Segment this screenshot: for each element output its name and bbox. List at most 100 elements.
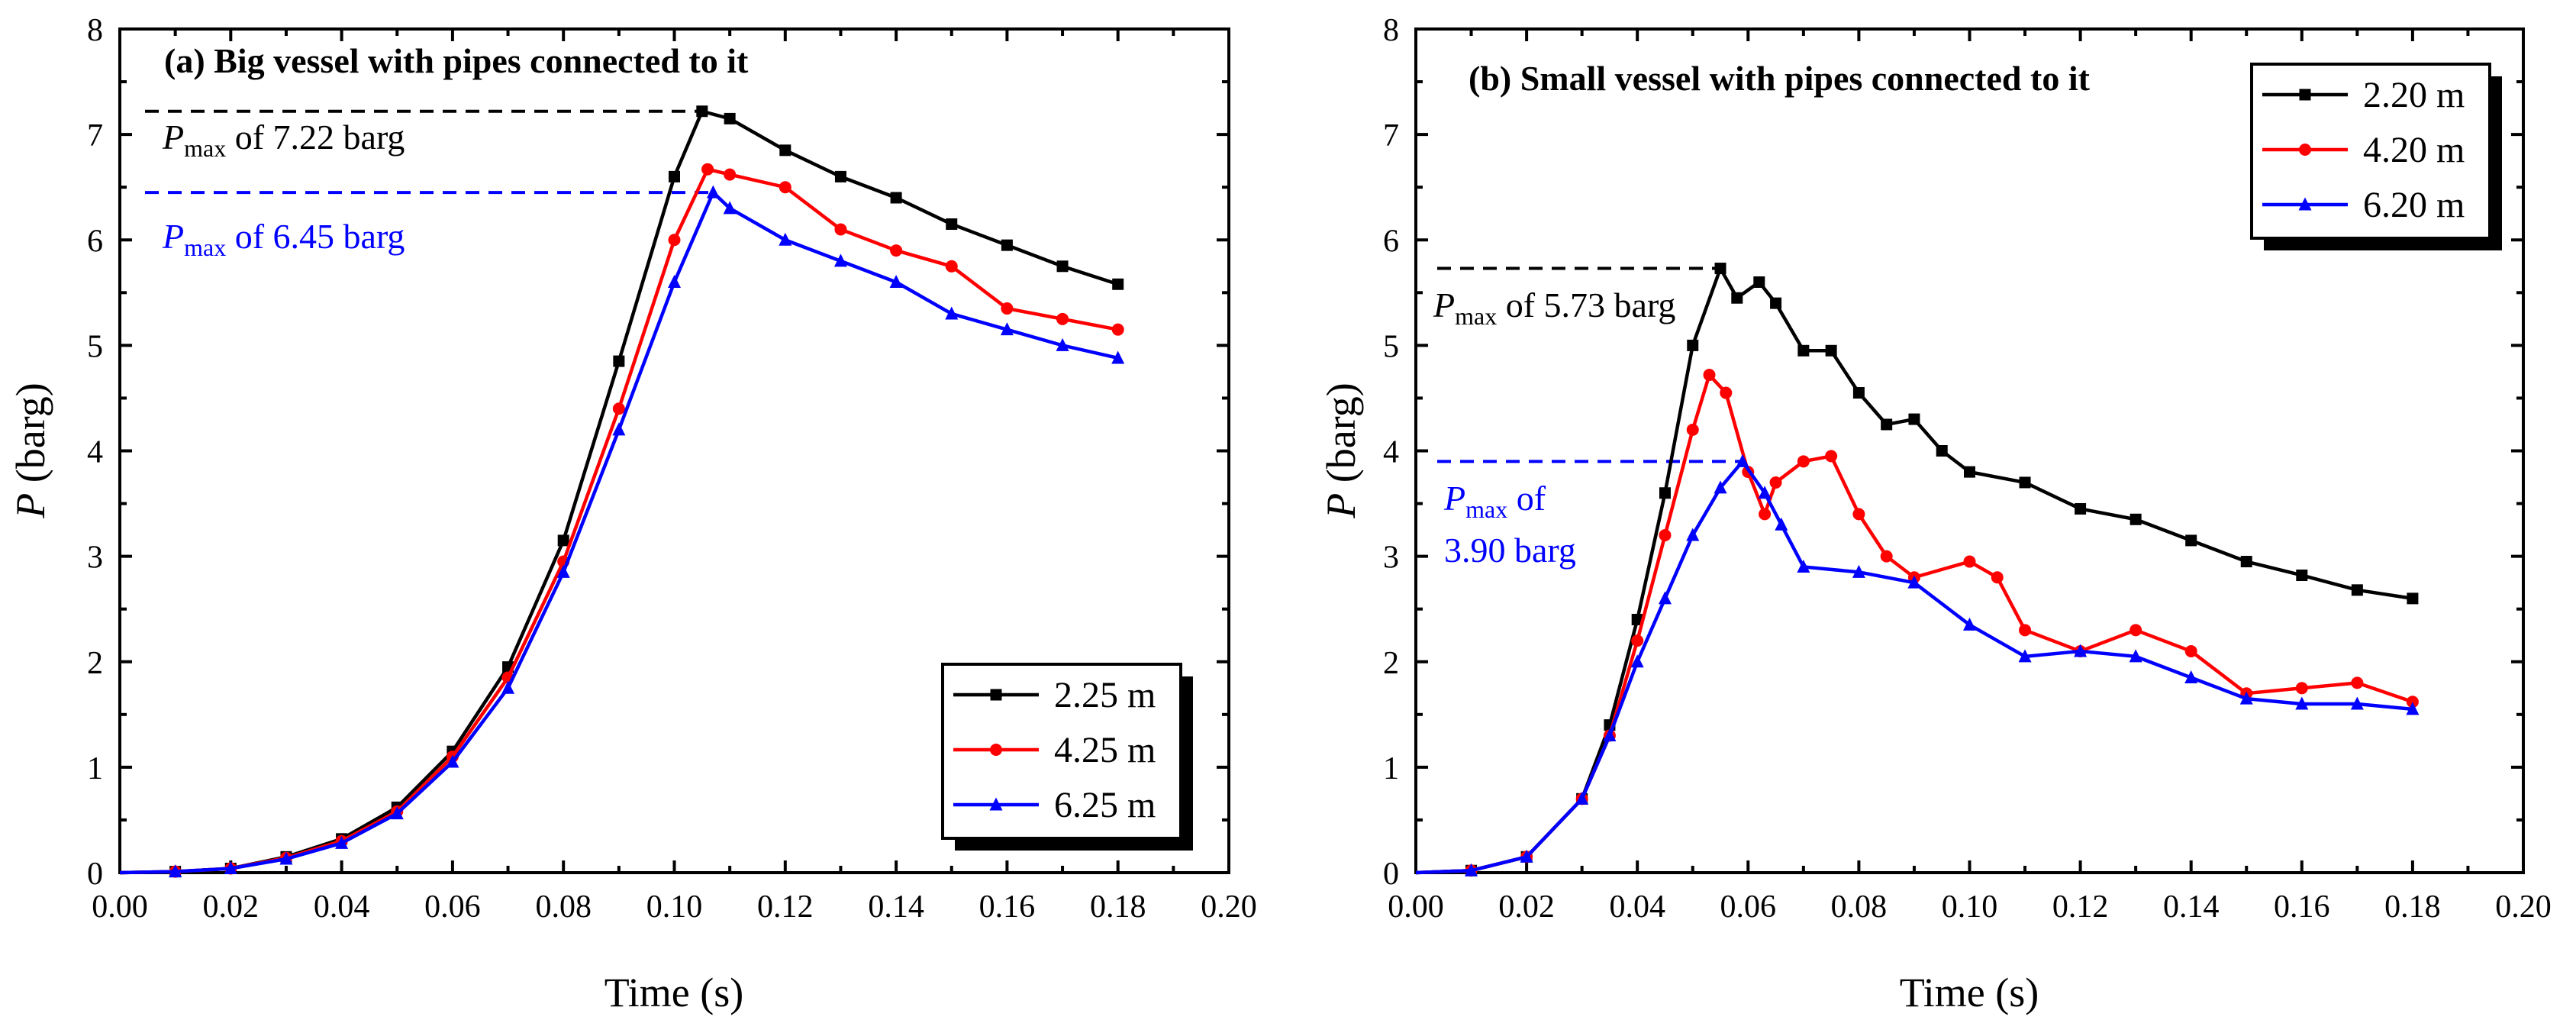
series-6.25m bbox=[119, 185, 1125, 878]
x-tick-label: 0.00 bbox=[92, 889, 148, 925]
series-line bbox=[1415, 373, 2413, 875]
data-point bbox=[2407, 592, 2419, 605]
x-tick-label: 0.00 bbox=[1388, 889, 1444, 925]
data-point bbox=[2129, 624, 2142, 637]
y-tick-label: 7 bbox=[87, 118, 103, 153]
data-point bbox=[1687, 339, 1699, 351]
data-point bbox=[2075, 502, 2087, 515]
data-point bbox=[946, 218, 958, 231]
y-tick-label: 6 bbox=[87, 224, 103, 259]
data-point bbox=[701, 163, 714, 176]
data-point bbox=[945, 306, 959, 320]
data-point bbox=[1465, 863, 1478, 876]
data-point bbox=[279, 851, 293, 865]
data-point bbox=[834, 170, 846, 182]
data-point bbox=[2074, 644, 2088, 657]
data-point bbox=[1753, 276, 1765, 288]
data-point bbox=[889, 275, 903, 288]
chart-panel-1: 0.00 0.02 0.04 0.06 0.08 0.10 0.12 0.14 0.16 0.18… bbox=[1318, 13, 2552, 1015]
x-tick-label: 0.18 bbox=[2384, 889, 2441, 925]
chart-title: (a) Big vessel with pipes connected to i… bbox=[164, 41, 749, 80]
x-tick-label: 0.14 bbox=[2163, 889, 2220, 925]
data-point bbox=[446, 754, 459, 768]
data-point bbox=[1056, 260, 1069, 273]
y-tick-label: 7 bbox=[1383, 118, 1399, 153]
x-tick-label: 0.20 bbox=[1201, 889, 1257, 925]
data-point bbox=[669, 170, 680, 182]
x-axis-title: Time (s) bbox=[605, 970, 744, 1015]
legend-label: 4.25 m bbox=[1054, 730, 1156, 770]
data-point bbox=[2406, 696, 2419, 709]
legend-label: 4.20 m bbox=[2363, 130, 2465, 170]
data-point bbox=[833, 253, 847, 267]
x-tick-label: 0.02 bbox=[1498, 889, 1555, 925]
data-point bbox=[1001, 302, 1014, 315]
y-axis-title-var: P bbox=[1318, 493, 1364, 519]
data-point bbox=[779, 232, 792, 246]
data-point bbox=[1703, 369, 1716, 382]
data-point bbox=[1991, 571, 2004, 584]
data-point bbox=[335, 835, 349, 849]
data-point bbox=[1825, 344, 1837, 357]
data-point bbox=[1769, 476, 1782, 489]
x-tick-label: 0.18 bbox=[1090, 889, 1146, 925]
series-line bbox=[1415, 460, 2413, 875]
x-tick-label: 0.06 bbox=[1720, 889, 1777, 925]
x-tick-label: 0.20 bbox=[2495, 889, 2552, 925]
data-point bbox=[2185, 534, 2197, 547]
y-tick-label: 3 bbox=[1383, 541, 1399, 576]
pmax-annotation: Pmax of bbox=[1443, 479, 1546, 523]
data-point bbox=[501, 680, 515, 694]
y-tick-label: 0 bbox=[87, 857, 103, 892]
x-tick-label: 0.08 bbox=[535, 889, 592, 925]
x-tick-label: 0.02 bbox=[203, 889, 260, 925]
data-point bbox=[890, 244, 903, 257]
data-point bbox=[2295, 696, 2309, 710]
data-point bbox=[557, 534, 569, 547]
y-tick-label: 6 bbox=[1383, 224, 1399, 259]
data-point bbox=[1000, 322, 1014, 336]
data-point bbox=[1963, 617, 1976, 631]
data-point bbox=[612, 402, 625, 415]
data-point bbox=[2298, 197, 2312, 211]
y-tick-label: 1 bbox=[1383, 751, 1399, 786]
data-point bbox=[1575, 791, 1589, 805]
data-point bbox=[2295, 682, 2308, 695]
data-point bbox=[1852, 564, 1865, 578]
y-tick-label: 8 bbox=[1383, 13, 1399, 48]
data-point bbox=[224, 860, 237, 874]
data-point bbox=[1758, 486, 1772, 499]
chart-title: (b) Small vessel with pipes connected to… bbox=[1469, 59, 2091, 98]
x-tick-label: 0.06 bbox=[424, 889, 481, 925]
y-tick-label: 3 bbox=[87, 541, 103, 576]
data-point bbox=[1907, 575, 1921, 589]
x-tick-label: 0.10 bbox=[646, 889, 703, 925]
data-point bbox=[2184, 670, 2198, 683]
y-axis-title-var: P bbox=[8, 493, 53, 519]
data-point bbox=[1111, 350, 1125, 364]
data-point bbox=[1631, 634, 1644, 647]
data-point bbox=[1825, 450, 1838, 463]
data-point bbox=[169, 864, 182, 878]
pmax-annotation: Pmax of 5.73 barg bbox=[1433, 286, 1675, 330]
data-point bbox=[612, 422, 626, 436]
legend: 2.25 m 4.25 m 6.25 m bbox=[941, 663, 1193, 851]
data-point bbox=[1111, 323, 1124, 336]
data-point bbox=[1964, 466, 1975, 478]
y-axis-title-unit: (barg) bbox=[1318, 383, 1364, 492]
data-point bbox=[1880, 550, 1893, 563]
data-point bbox=[2406, 702, 2420, 715]
data-point bbox=[1659, 529, 1672, 541]
data-point bbox=[2239, 691, 2253, 705]
x-axis-title: Time (s) bbox=[1900, 970, 2039, 1015]
data-point bbox=[613, 355, 625, 367]
data-point bbox=[2184, 644, 2197, 657]
data-point bbox=[990, 744, 1002, 756]
pmax-annotation-line2: 3.90 barg bbox=[1444, 531, 1576, 570]
data-point bbox=[1520, 849, 1533, 863]
data-point bbox=[1686, 423, 1699, 436]
data-point bbox=[390, 806, 404, 820]
data-point bbox=[1797, 344, 1810, 357]
data-point bbox=[724, 112, 736, 124]
